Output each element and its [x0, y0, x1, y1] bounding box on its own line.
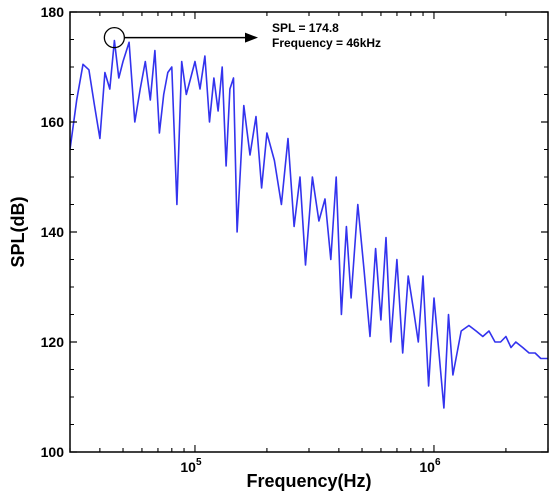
y-tick-label: 100 [41, 444, 65, 460]
y-axis-ticks: 100 120 140 160 180 [41, 4, 548, 460]
x-tick-label: 106 [419, 457, 441, 475]
y-tick-label: 180 [41, 4, 65, 20]
x-axis-ticks: 105 106 [69, 12, 549, 475]
x-axis-title: Frequency(Hz) [246, 471, 371, 491]
y-tick-label: 140 [41, 224, 65, 240]
peak-annotation: SPL = 174.8 Frequency = 46kHz [103, 21, 381, 50]
plot-area [70, 39, 548, 409]
y-tick-label: 160 [41, 114, 65, 130]
spl-series-line-0 [70, 39, 548, 409]
annotation-spl-text: SPL = 174.8 [272, 21, 339, 35]
x-tick-label: 105 [180, 457, 202, 475]
y-axis-title: SPL(dB) [8, 197, 28, 268]
annotation-arrow-head [245, 32, 258, 43]
annotation-frequency-text: Frequency = 46kHz [272, 36, 381, 50]
y-tick-label: 120 [41, 334, 65, 350]
